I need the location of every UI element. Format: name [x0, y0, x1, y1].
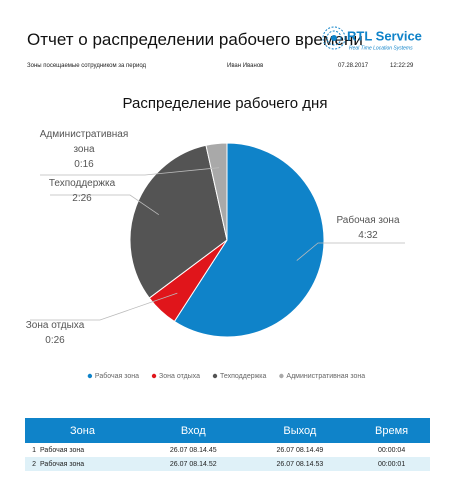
slice-value: 2:26: [72, 193, 92, 204]
pie-slice: [173, 142, 325, 338]
slice-label: Административная зона 0:16: [37, 127, 132, 172]
leader-line: [50, 194, 160, 216]
table-cell: Рабочая зона: [40, 446, 85, 454]
slice-category: Рабочая зона: [336, 215, 400, 226]
slice-category: Зона отдыха: [25, 320, 85, 331]
chart-title: Распределение рабочего дня: [122, 95, 328, 112]
subtitle: Зоны посещаемые сотрудником за период: [27, 63, 147, 69]
legend-marker: [212, 373, 218, 379]
slice-category: Административная зона: [39, 129, 129, 155]
logo-text: RTL Service: [347, 28, 422, 43]
slice-value: 0:16: [74, 159, 94, 170]
table-cell: Рабочая зона: [39, 457, 140, 471]
slice-value: 0:26: [45, 335, 65, 346]
zone-table: Зона Вход Выход Время 1 Рабочая зона 26.07…: [25, 418, 430, 471]
legend-label: Административная зона: [286, 373, 365, 380]
table-cell: 26.07 08.14.49: [276, 446, 324, 454]
employee: Иван Иванов: [227, 63, 264, 69]
legend-item: Рабочая зона: [87, 372, 139, 380]
leader-line: [30, 292, 178, 321]
slice-category: Техподдержка: [48, 178, 116, 189]
leader-line: [296, 242, 405, 261]
legend-marker: [87, 373, 93, 379]
table-cell: 00:00:04: [377, 446, 406, 454]
logo: RTL Service Real Time Location Systems: [322, 26, 422, 51]
table-cell: 26.07 08.14.52: [139, 457, 247, 471]
table-cell: 2: [25, 457, 39, 471]
column-header: Вход: [139, 418, 247, 443]
report-title: Отчет о распределении рабочего времени: [27, 30, 363, 49]
pie-slice: [129, 144, 228, 299]
leader-line: [40, 167, 220, 176]
slice-label: Рабочая зона 4:32: [308, 213, 428, 243]
legend-label: Зона отдыха: [159, 373, 200, 380]
table-cell: 26.07 08.14.53: [246, 457, 354, 471]
table-cell: 26.07 08.14.45: [169, 446, 217, 454]
slice-label: Зона отдыха 0:26: [0, 318, 115, 348]
column-header: Выход: [246, 418, 354, 443]
column-header: Время: [353, 418, 430, 443]
table-cell: 1: [32, 446, 36, 454]
pie-chart: Рабочая зона Зона отдыха Техподдержка Админ…: [30, 142, 405, 380]
logo-tagline: Real Time Location Systems: [349, 45, 413, 51]
time: 12:22:29: [390, 63, 414, 69]
table-row: 1 Рабочая зона 26.07 08.14.45 26.07 08.14.4…: [25, 443, 430, 457]
legend-label: Рабочая зона: [95, 372, 139, 380]
slice-label: Техподдержка 2:26: [22, 176, 142, 206]
pie-slice: [205, 142, 228, 241]
slice-value: 4:32: [358, 230, 378, 241]
legend-marker: [279, 373, 284, 379]
table-cell: 00:00:01: [353, 457, 430, 471]
table-row: 2 Рабочая зона 26.07 08.14.52 26.07 08.14.5…: [25, 457, 430, 471]
legend-item: Административная зона: [279, 373, 365, 380]
legend-label: Техподдержка: [220, 373, 267, 380]
legend-item: Зона отдыха: [151, 373, 200, 380]
date: 07.28.2017: [338, 63, 369, 69]
column-header: Зона: [25, 418, 140, 443]
legend-item: Техподдержка: [212, 373, 267, 380]
legend-marker: [151, 373, 157, 379]
